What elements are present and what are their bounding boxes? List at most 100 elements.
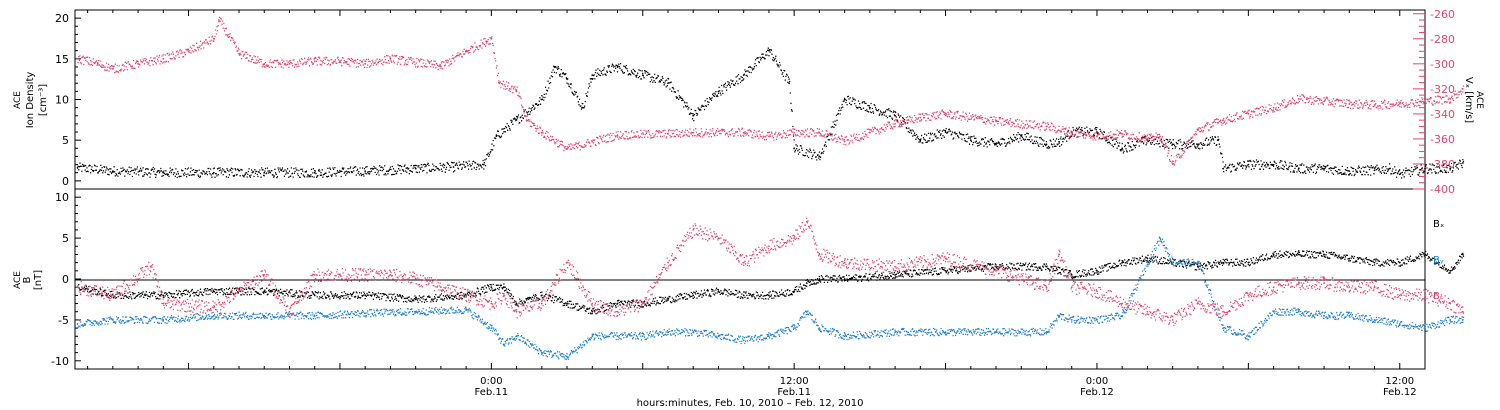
data-point [1146, 310, 1149, 313]
data-point [667, 133, 669, 135]
data-point [894, 274, 896, 276]
data-point [1373, 319, 1376, 321]
data-point [1297, 282, 1300, 284]
data-point [995, 269, 997, 272]
series-Bᵣ [76, 217, 1465, 327]
data-point [288, 310, 291, 313]
data-point [76, 286, 79, 289]
data-point [1196, 265, 1199, 268]
data-point [313, 294, 316, 297]
y-tick-label: 20 [55, 12, 69, 25]
data-point [503, 343, 505, 346]
data-point [1121, 302, 1124, 305]
data-point [111, 170, 114, 173]
data-point [389, 274, 392, 276]
data-point [868, 106, 871, 109]
data-points [77, 250, 1465, 315]
data-point [1045, 286, 1048, 289]
data-point [969, 139, 972, 142]
data-point [1398, 102, 1401, 105]
data-point [995, 265, 997, 268]
data-point [1217, 139, 1219, 142]
data-point [818, 327, 821, 329]
data-point [944, 269, 947, 272]
data-point [717, 90, 720, 93]
data-point [717, 335, 720, 338]
data-point [692, 331, 695, 334]
data-point [591, 310, 594, 313]
data-point [1121, 261, 1124, 264]
data-point [515, 90, 518, 93]
data-point [339, 60, 341, 63]
data-point [1146, 257, 1149, 260]
data-point [1323, 314, 1325, 317]
data-point [944, 331, 947, 334]
data-point [1096, 135, 1098, 138]
data-point [742, 261, 745, 264]
data-point [452, 166, 455, 168]
data-point [364, 170, 367, 173]
data-point [717, 290, 720, 293]
data-point [1348, 314, 1351, 317]
data-point [490, 286, 493, 289]
data-point [503, 286, 505, 289]
data-point [1272, 163, 1275, 166]
data-point [616, 66, 619, 68]
data-point [894, 265, 896, 268]
data-point [793, 131, 796, 134]
data-point [313, 171, 316, 174]
data-point [1045, 125, 1048, 128]
data-point [1461, 87, 1464, 90]
data-point [515, 310, 518, 313]
data-point [364, 294, 367, 297]
data-point [212, 37, 215, 40]
data-point [1297, 310, 1300, 313]
right-y-tick-label: -280 [1430, 33, 1455, 46]
data-point [566, 148, 568, 150]
right-y-tick-label: -300 [1430, 58, 1455, 71]
data-point [995, 331, 997, 334]
data-point [162, 302, 165, 305]
data-point [616, 335, 619, 338]
data-point [162, 171, 165, 174]
data-point [667, 261, 669, 264]
data-point [793, 327, 796, 329]
data-point [616, 302, 619, 305]
data-point [1020, 135, 1023, 138]
axis-tick-labels: 0:00Feb.1112:00Feb.110:00Feb.1212:00Feb.… [51, 8, 1455, 398]
data-points [77, 16, 1465, 166]
y-tick-label: 10 [55, 191, 69, 204]
data-point [1222, 261, 1225, 264]
data-point [263, 314, 266, 317]
data-point [439, 65, 442, 68]
data-point [1323, 282, 1325, 284]
data-point [566, 302, 568, 305]
data-point [465, 309, 468, 311]
data-point [1297, 253, 1300, 256]
data-point [818, 253, 821, 256]
axis-ticks [75, 9, 1426, 370]
data-point [1196, 129, 1199, 132]
data-point [1348, 257, 1351, 260]
data-point [742, 294, 745, 297]
data-point [566, 78, 568, 81]
data-point [1196, 302, 1199, 305]
data-point [581, 106, 584, 109]
data-point [1398, 323, 1401, 325]
data-point [944, 257, 947, 260]
x-tick-date: Feb.11 [777, 387, 811, 398]
data-point [482, 163, 485, 166]
data-point [843, 98, 846, 101]
data-point [667, 82, 669, 85]
data-point [944, 112, 947, 115]
data-point [1398, 294, 1401, 297]
data-point [263, 62, 266, 65]
right-y-tick-label: -260 [1430, 8, 1455, 21]
legend-bz: Bᵣ [1433, 291, 1443, 302]
data-point [1323, 167, 1325, 170]
data-point [212, 290, 215, 293]
data-point [490, 327, 493, 329]
data-point [503, 294, 505, 297]
data-point [591, 302, 594, 305]
data-point [515, 118, 518, 121]
